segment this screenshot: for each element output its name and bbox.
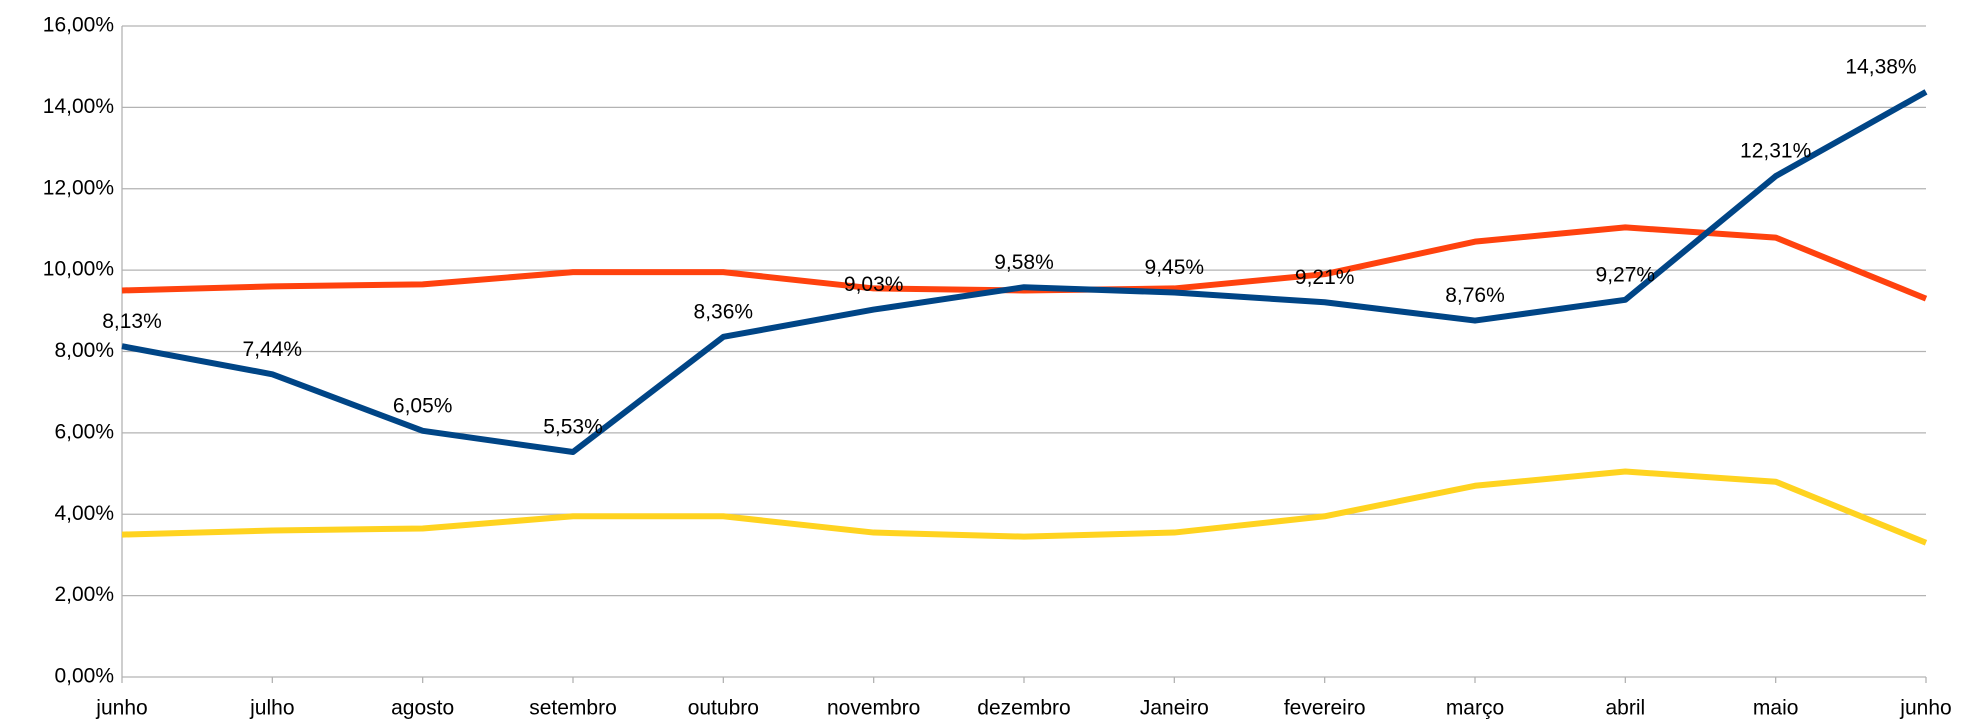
data-label: 9,03% — [844, 273, 904, 296]
data-label: 9,58% — [994, 251, 1054, 274]
x-tick-label: julho — [249, 697, 294, 720]
data-label: 8,76% — [1445, 284, 1505, 307]
data-label: 12,31% — [1740, 140, 1811, 163]
y-tick-label: 12,00% — [43, 176, 114, 199]
x-tick-label: abril — [1605, 697, 1645, 720]
y-tick-label: 6,00% — [54, 420, 114, 443]
data-label: 9,45% — [1145, 256, 1205, 279]
x-tick-label: outubro — [688, 697, 759, 720]
data-label: 8,13% — [102, 310, 162, 333]
data-label: 9,21% — [1295, 266, 1355, 289]
x-tick-label: junho — [95, 697, 147, 720]
x-tick-label: fevereiro — [1284, 697, 1366, 720]
series-line — [121, 89, 1928, 455]
y-tick-label: 14,00% — [43, 95, 114, 118]
series-line — [121, 224, 1928, 302]
x-tick-label: agosto — [391, 697, 454, 720]
x-tick-label: novembro — [827, 697, 920, 720]
x-tick-label: junho — [1899, 697, 1951, 720]
data-label: 7,44% — [243, 338, 303, 361]
x-tick-label: março — [1446, 697, 1504, 720]
y-tick-label: 10,00% — [43, 258, 114, 281]
data-label: 6,05% — [393, 394, 453, 417]
y-tick-label: 0,00% — [54, 665, 114, 688]
y-tick-label: 2,00% — [54, 583, 114, 606]
y-tick-label: 16,00% — [43, 14, 114, 37]
data-label: 5,53% — [543, 416, 603, 439]
y-tick-label: 8,00% — [54, 339, 114, 362]
data-label: 9,27% — [1596, 263, 1656, 286]
data-label: 8,36% — [694, 300, 754, 323]
x-tick-label: Janeiro — [1140, 697, 1209, 720]
series-line — [121, 468, 1928, 546]
x-tick-label: maio — [1753, 697, 1799, 720]
x-tick-label: dezembro — [977, 697, 1070, 720]
data-label: 14,38% — [1845, 55, 1916, 78]
x-tick-label: setembro — [529, 697, 617, 720]
y-tick-label: 4,00% — [54, 502, 114, 525]
